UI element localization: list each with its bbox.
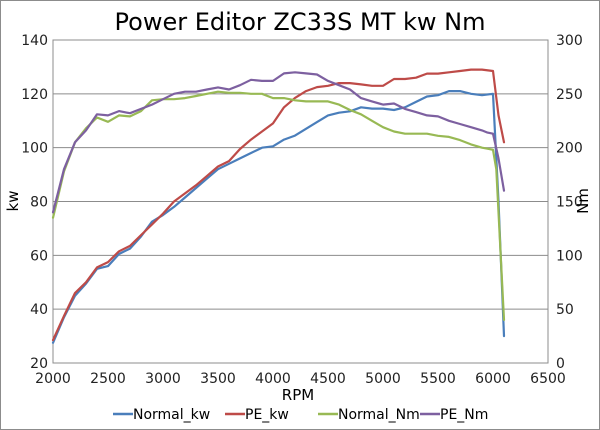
y2-tick-label: 250 [556, 87, 583, 103]
legend-item: PE_kw [225, 407, 289, 423]
x-tick-label: 3000 [145, 371, 181, 387]
y-tick-label: 20 [30, 356, 48, 372]
y-tick-label: 80 [30, 195, 48, 211]
x-tick-label: 2000 [35, 371, 71, 387]
legend-label: Normal_kw [133, 407, 210, 423]
legend-label: PE_Nm [440, 407, 488, 423]
x-tick-label: 4000 [255, 371, 291, 387]
legend-item: Normal_Nm [318, 407, 420, 423]
y2-tick-label: 150 [556, 195, 583, 211]
legend-item: PE_Nm [420, 407, 488, 423]
chart-title: Power Editor ZC33S MT kw Nm [115, 8, 486, 36]
legend-item: Normal_kw [113, 407, 210, 423]
x-tick-label: 6500 [530, 371, 566, 387]
x-tick-label: 2500 [90, 371, 126, 387]
x-tick-label: 5500 [420, 371, 456, 387]
y2-tick-label: 50 [556, 302, 574, 318]
y-tick-label: 100 [21, 141, 48, 157]
series-line-normal-kw [51, 89, 506, 344]
legend-label: PE_kw [245, 407, 289, 423]
x-axis-label: RPM [282, 386, 314, 404]
y2-tick-label: 0 [556, 356, 565, 372]
x-tick-label: 6000 [475, 371, 511, 387]
y-axis-ticks: 20 40 60 80 100 120 140 [21, 33, 48, 372]
series-layer [51, 68, 506, 344]
plot-area [52, 39, 549, 364]
x-tick-label: 3500 [200, 371, 236, 387]
y2-tick-label: 300 [556, 33, 583, 49]
y2-axis-ticks: 0 50 100 150 200 250 300 [556, 33, 583, 372]
legend: Normal_kw PE_kw Normal_Nm PE_Nm [113, 407, 488, 423]
y-tick-label: 120 [21, 87, 48, 103]
y2-tick-label: 200 [556, 141, 583, 157]
y-tick-label: 40 [30, 302, 48, 318]
y-tick-label: 60 [30, 248, 48, 264]
series-line-pe-nm [51, 71, 506, 214]
x-axis-ticks: 2000 2500 3000 3500 4000 4500 5000 5500 6000 6500 [35, 371, 566, 387]
gridlines [53, 39, 548, 364]
legend-label: Normal_Nm [338, 407, 420, 423]
x-tick-label: 4500 [310, 371, 346, 387]
series-line-pe-kw [51, 68, 506, 342]
y-axis-label: kw [4, 191, 22, 212]
series-line-normal-nm [51, 90, 506, 321]
y2-axis-label: Nm [574, 188, 592, 214]
y-tick-label: 140 [21, 33, 48, 49]
y2-tick-label: 100 [556, 248, 583, 264]
x-tick-label: 5000 [365, 371, 401, 387]
